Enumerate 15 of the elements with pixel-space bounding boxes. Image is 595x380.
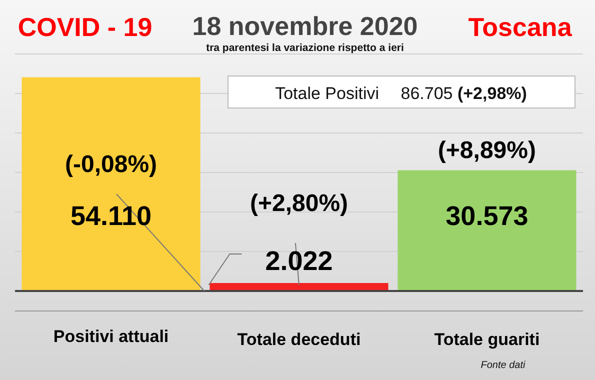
chart-title: 18 novembre 2020 (192, 11, 418, 41)
source-note: Fonte dati (480, 360, 526, 371)
text: Toscana (468, 12, 572, 42)
x-tick-label: Totale deceduti (237, 330, 361, 349)
x-tick-label: Positivi attuali (53, 327, 169, 346)
data-label: 30.573 (446, 201, 528, 231)
annotation: (+8,89%) (438, 137, 536, 164)
x-tick-label: Totale guariti (434, 330, 540, 349)
annotation: Totale Positivi 86.705 (+2,98%) (275, 84, 527, 103)
data-label: 54.110 (70, 201, 152, 231)
chart-subtitle: tra parentesi la variazione rispetto a ieri (206, 42, 404, 54)
annotation: (+2,80%) (250, 190, 348, 218)
annotation: (-0,08%) (65, 151, 158, 178)
text: COVID - 19 (18, 12, 152, 42)
data-label: 2.022 (265, 246, 333, 276)
